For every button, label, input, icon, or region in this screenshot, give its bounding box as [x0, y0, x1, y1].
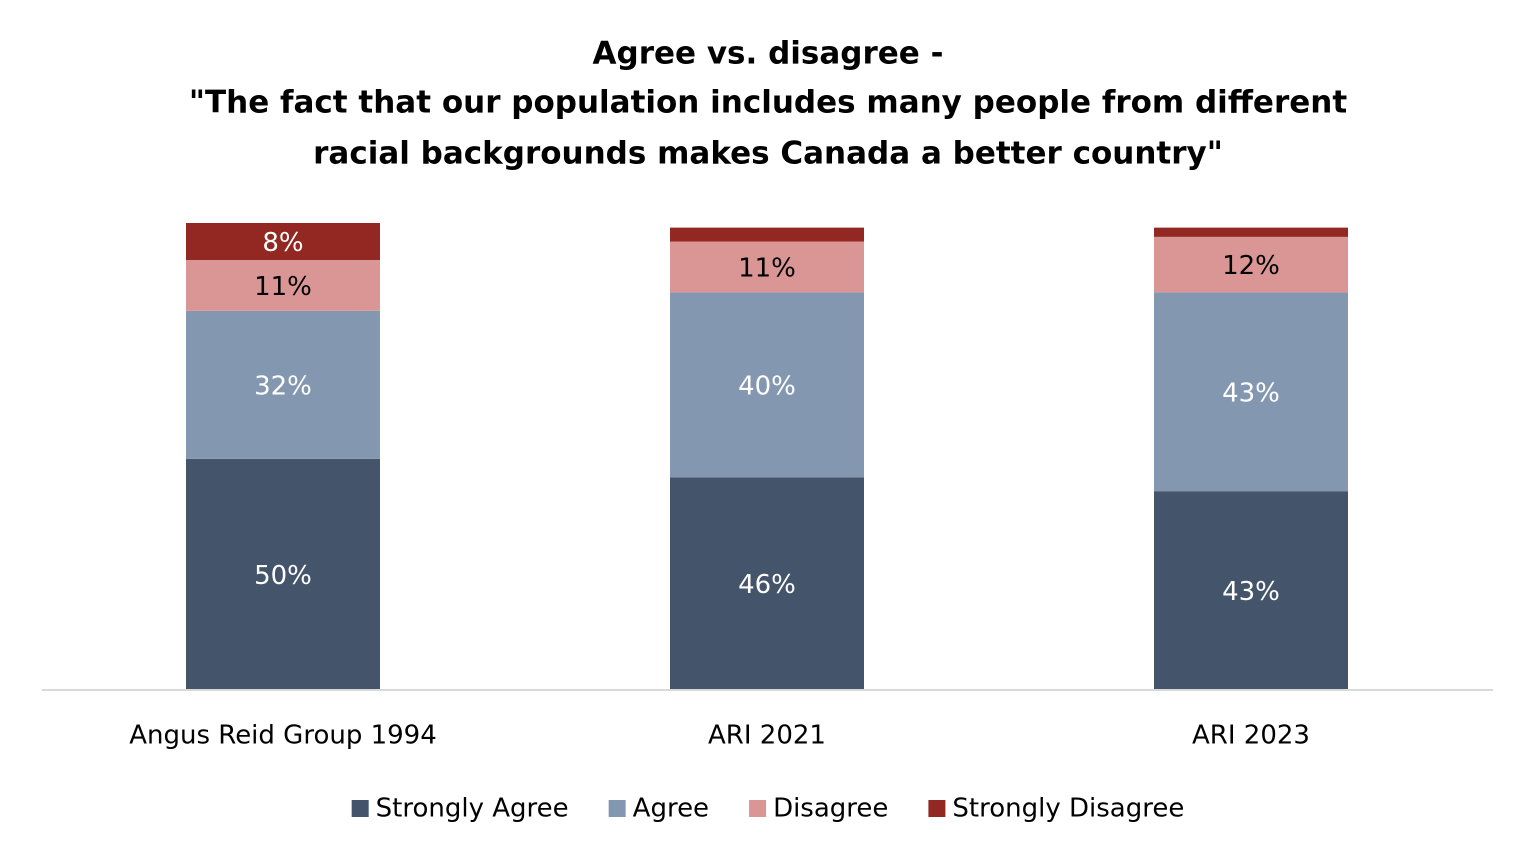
data-label: 32%: [254, 371, 312, 401]
bar-segment: [186, 458, 380, 690]
chart-title: racial backgrounds makes Canada a better…: [313, 136, 1223, 172]
bar-segment: [1154, 227, 1348, 237]
legend-swatch: [351, 800, 369, 817]
bar-segment: [1154, 236, 1348, 293]
bar-segment: [186, 259, 380, 311]
data-label: 11%: [738, 253, 796, 283]
legend-label: Disagree: [773, 794, 888, 824]
legend-label: Strongly Disagree: [952, 794, 1184, 824]
chart-title: "The fact that our population includes m…: [189, 85, 1348, 121]
bar-segment: [670, 227, 864, 242]
bar-segment: [670, 292, 864, 478]
legend-swatch: [928, 800, 946, 817]
bar-segment: [1154, 491, 1348, 690]
legend-item: Strongly Disagree: [928, 794, 1184, 824]
data-label: 11%: [254, 272, 312, 302]
x-tick-label: Angus Reid Group 1994: [129, 721, 437, 751]
data-label: 12%: [1222, 251, 1280, 281]
legend-label: Agree: [633, 794, 709, 824]
x-tick-label: ARI 2021: [708, 721, 826, 751]
x-tick-label: ARI 2023: [1192, 721, 1310, 751]
data-label: 43%: [1222, 577, 1280, 607]
legend-swatch: [749, 800, 767, 817]
legend-item: Disagree: [749, 794, 888, 824]
data-label: 8%: [262, 228, 303, 258]
data-label: 50%: [254, 561, 312, 591]
legend-item: Strongly Agree: [351, 794, 569, 824]
bar-segment: [670, 241, 864, 293]
legend-label: Strongly Agree: [376, 794, 569, 824]
data-label: 40%: [738, 371, 796, 401]
data-label: 43%: [1222, 378, 1280, 408]
bar-segment: [670, 477, 864, 690]
data-label: 46%: [738, 570, 796, 600]
bar-segment: [186, 223, 380, 260]
legend-swatch: [608, 800, 626, 817]
legend-item: Agree: [608, 794, 709, 824]
bar-segment: [186, 310, 380, 459]
chart-title: Agree vs. disagree -: [593, 36, 944, 72]
bar-segment: [1154, 292, 1348, 492]
